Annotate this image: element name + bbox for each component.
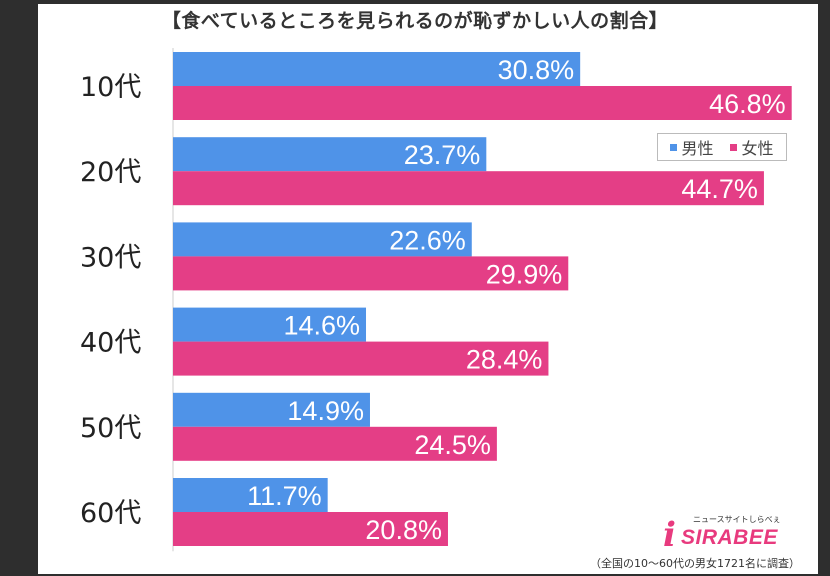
- bar-value-label-male: 11.7%: [247, 481, 322, 511]
- legend: 男性 女性: [657, 133, 787, 161]
- category-label: 10代: [80, 72, 141, 103]
- bar-male: [173, 52, 581, 86]
- bar-female: [173, 512, 448, 546]
- category-label: 30代: [80, 242, 141, 273]
- legend-label-female: 女性: [741, 139, 774, 158]
- bar-female: [173, 426, 497, 461]
- bar-male: [173, 307, 367, 342]
- category-label: 20代: [80, 157, 141, 188]
- bar-value-label-female: 28.4%: [466, 345, 543, 375]
- bar-value-label-male: 23.7%: [404, 140, 481, 170]
- bar-female: [173, 341, 549, 376]
- legend-item-male: 男性: [670, 135, 714, 159]
- logo-i-mark: i: [663, 515, 676, 555]
- bar-male: [173, 392, 370, 427]
- bar-value-label-male: 30.8%: [498, 55, 575, 85]
- bar-value-label-female: 44.7%: [681, 174, 758, 204]
- bar-value-label-male: 14.6%: [283, 311, 360, 341]
- bar-value-label-female: 20.8%: [365, 515, 442, 545]
- bar-female: [173, 256, 569, 291]
- category-label: 50代: [80, 413, 141, 444]
- logo-wordmark: SIRABEE: [681, 526, 778, 549]
- bar-value-label-male: 22.6%: [389, 225, 466, 255]
- bar-value-label-male: 14.9%: [287, 396, 364, 426]
- legend-swatch-female: [730, 143, 738, 151]
- bar-male: [173, 137, 487, 172]
- sirabee-logo: ニュースサイトしらべぇ i SIRABEE: [663, 514, 789, 552]
- survey-footnote: （全国の10〜60代の男女1721名に調査）: [590, 557, 800, 570]
- bar-value-label-female: 46.8%: [709, 89, 786, 119]
- legend-item-female: 女性: [730, 135, 774, 159]
- legend-swatch-male: [670, 143, 678, 151]
- category-label: 40代: [80, 328, 141, 359]
- legend-label-male: 男性: [681, 139, 714, 158]
- bar-value-label-female: 24.5%: [414, 430, 491, 460]
- bar-female: [173, 86, 792, 120]
- logo-tagline: ニュースサイトしらべぇ: [693, 515, 781, 524]
- bar-male: [173, 478, 328, 512]
- bar-male: [173, 222, 472, 257]
- chart-title: 【食べているところを見られるのが恥ずかしい人の割合】: [161, 10, 669, 32]
- bar-value-label-female: 29.9%: [486, 259, 563, 289]
- bar-female: [173, 171, 764, 206]
- category-label: 60代: [80, 498, 141, 529]
